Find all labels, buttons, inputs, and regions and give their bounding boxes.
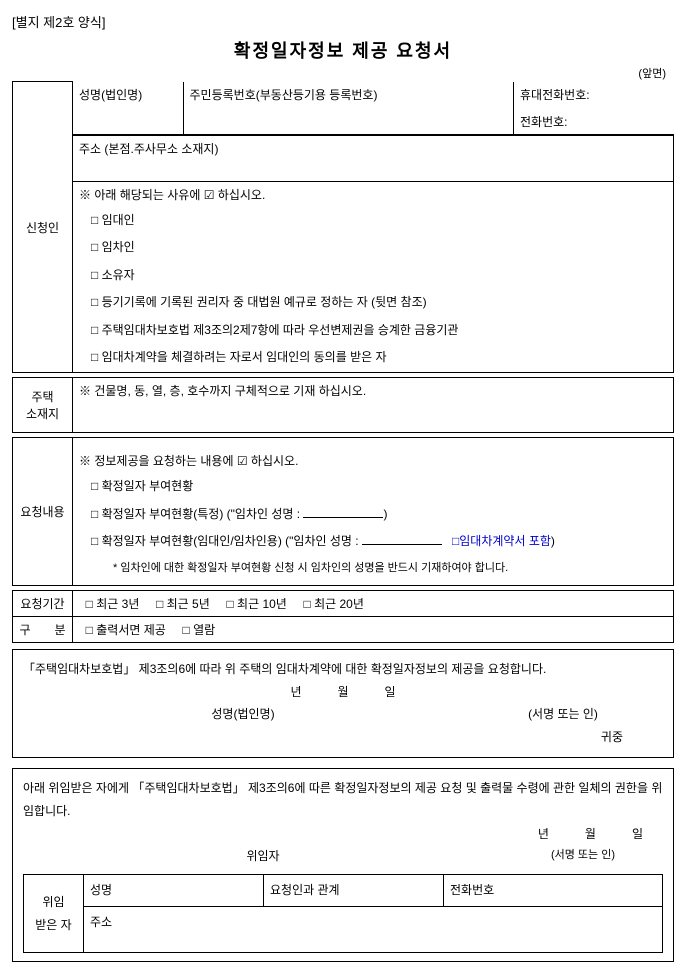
req-opt1[interactable]: □ 확정일자 부여현황 — [73, 473, 674, 501]
req-opt2[interactable]: □ 확정일자 부여현황(특정) ("임차인 성명 : ) — [73, 501, 674, 529]
division-options[interactable]: □ 출력서면 제공 □ 열람 — [73, 616, 674, 642]
contract-include-link[interactable]: □임대차계약서 포함 — [452, 534, 551, 548]
delegator-label: 위임자 — [246, 849, 279, 863]
delegation-box: 아래 위임받은 자에게 「주택임대차보호법」 제3조의6에 따른 확정일자정보의… — [12, 768, 674, 962]
property-table: 주택 소재지 ※ 건물명, 동, 열, 층, 호수까지 구체적으로 기재 하십시… — [12, 377, 674, 433]
page-title: 확정일자정보 제공 요청서 — [12, 37, 674, 63]
form-number-label: [별지 제2호 양식] — [12, 12, 674, 31]
declaration-text: 「주택임대차보호법」 제3조의6에 따라 위 주택의 임대차계약에 대한 확정일… — [23, 658, 663, 681]
period-label: 요청기간 — [13, 590, 73, 616]
reason-header: ※ 아래 해당되는 사유에 ☑ 하십시오. — [73, 181, 674, 207]
declaration-date: 년 월 일 — [23, 681, 663, 704]
delegation-date: 년 월 일 — [23, 823, 663, 846]
declaration-box: 「주택임대차보호법」 제3조의6에 따라 위 주택의 임대차계약에 대한 확정일… — [12, 649, 674, 758]
declaration-sign-note: (서명 또는 인) — [528, 707, 598, 721]
property-instruction: ※ 건물명, 동, 열, 층, 호수까지 구체적으로 기재 하십시오. — [73, 378, 674, 433]
name-label: 성명(법인명) — [73, 82, 183, 135]
delegation-sign-note: (서명 또는 인) — [551, 849, 615, 861]
delegatee-table: 위임 받은 자 성명 요청인과 관계 전화번호 주소 — [23, 874, 663, 953]
period-options[interactable]: □ 최근 3년 □ 최근 5년 □ 최근 10년 □ 최근 20년 — [73, 590, 674, 616]
applicant-section-label: 신청인 — [13, 82, 73, 373]
property-section-label: 주택 소재지 — [13, 378, 73, 433]
opt-registered[interactable]: □ 등기기록에 기록된 권리자 중 대법원 예규로 정하는 자 (뒷면 참조) — [73, 289, 674, 317]
opt-owner[interactable]: □ 소유자 — [73, 262, 674, 290]
request-section-label: 요청내용 — [13, 438, 73, 586]
applicant-table: 신청인 성명(법인명) 주민등록번호(부동산등기용 등록번호) 휴대전화번호: … — [12, 81, 674, 373]
delegatee-address-label: 주소 — [84, 907, 663, 953]
opt-lessor[interactable]: □ 임대인 — [73, 207, 674, 235]
delegatee-relation-label: 요청인과 관계 — [264, 875, 444, 907]
request-header: ※ 정보제공을 요청하는 내용에 ☑ 하십시오. — [73, 438, 674, 474]
delegation-text: 아래 위임받은 자에게 「주택임대차보호법」 제3조의6에 따른 확정일자정보의… — [23, 777, 663, 823]
opt-lessee[interactable]: □ 임차인 — [73, 234, 674, 262]
request-note: * 임차인에 대한 확정일자 부여현황 신청 시 임차인의 성명을 반드시 기재… — [73, 556, 674, 586]
req-opt3[interactable]: □ 확정일자 부여현황(임대인/임차인용) ("임차인 성명 : □임대차계약서… — [73, 528, 674, 556]
declaration-name-label: 성명(법인명) — [211, 707, 274, 721]
declaration-to: 귀중 — [23, 726, 663, 749]
phone-label: 전화번호: — [520, 113, 668, 130]
division-label: 구 분 — [13, 616, 73, 642]
opt-financial[interactable]: □ 주택임대차보호법 제3조의2제7항에 따라 우선변제권을 승계한 금융기관 — [73, 317, 674, 345]
period-division-table: 요청기간 □ 최근 3년 □ 최근 5년 □ 최근 10년 □ 최근 20년 구… — [12, 590, 674, 643]
opt-consent[interactable]: □ 임대차계약을 체결하려는 자로서 임대인의 동의를 받은 자 — [73, 344, 674, 372]
delegatee-section-label: 위임 받은 자 — [24, 875, 84, 953]
rrn-label: 주민등록번호(부동산등기용 등록번호) — [183, 82, 514, 135]
mobile-label: 휴대전화번호: — [520, 86, 668, 103]
delegatee-phone-label: 전화번호 — [444, 875, 663, 907]
address-label: 주소 (본점.주사무소 소재지) — [73, 135, 674, 181]
page-side-indicator: (앞면) — [12, 65, 674, 81]
request-table: 요청내용 ※ 정보제공을 요청하는 내용에 ☑ 하십시오. □ 확정일자 부여현… — [12, 437, 674, 586]
delegatee-name-label: 성명 — [84, 875, 264, 907]
